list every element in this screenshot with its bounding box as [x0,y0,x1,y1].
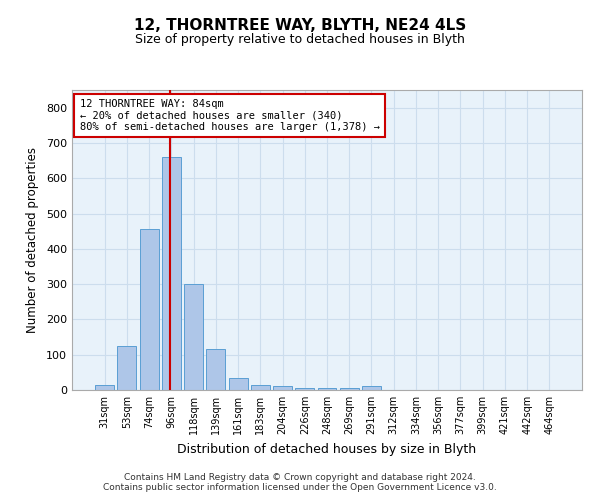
Bar [295,388,314,390]
Bar [206,350,225,390]
Y-axis label: Number of detached properties: Number of detached properties [26,147,39,333]
X-axis label: Distribution of detached houses by size in Blyth: Distribution of detached houses by size … [178,442,476,456]
Bar [229,378,248,390]
Text: Contains HM Land Registry data © Crown copyright and database right 2024.: Contains HM Land Registry data © Crown c… [124,472,476,482]
Bar [340,388,359,390]
Text: Contains public sector information licensed under the Open Government Licence v3: Contains public sector information licen… [103,484,497,492]
Bar [184,284,203,390]
Bar [140,230,158,390]
Text: 12 THORNTREE WAY: 84sqm
← 20% of detached houses are smaller (340)
80% of semi-d: 12 THORNTREE WAY: 84sqm ← 20% of detache… [80,99,380,132]
Bar [251,384,270,390]
Bar [362,386,381,390]
Bar [95,384,114,390]
Bar [118,346,136,390]
Bar [317,388,337,390]
Bar [273,386,292,390]
Bar [162,157,181,390]
Text: Size of property relative to detached houses in Blyth: Size of property relative to detached ho… [135,32,465,46]
Text: 12, THORNTREE WAY, BLYTH, NE24 4LS: 12, THORNTREE WAY, BLYTH, NE24 4LS [134,18,466,32]
